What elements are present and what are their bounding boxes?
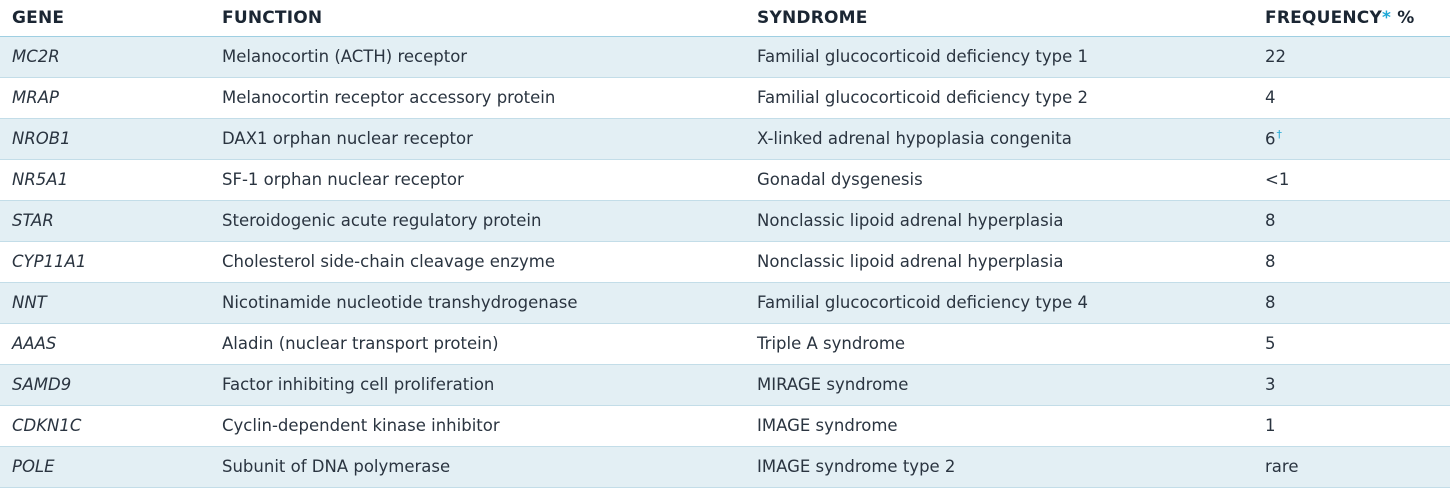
footnote-asterisk: * <box>1382 7 1392 28</box>
syndrome-cell: Familial glucocorticoid deficiency type … <box>745 77 1253 119</box>
header-frequency-label: FREQUENCY <box>1265 7 1382 28</box>
frequency-value: 8 <box>1265 252 1276 271</box>
frequency-cell: 3 <box>1253 364 1450 406</box>
frequency-value: 5 <box>1265 334 1276 353</box>
header-gene: GENE <box>0 0 210 37</box>
gene-cell: MRAP <box>0 77 210 119</box>
frequency-value: <1 <box>1265 170 1290 189</box>
header-row: GENE FUNCTION SYNDROME FREQUENCY* % <box>0 0 1450 37</box>
function-cell: DAX1 orphan nuclear receptor <box>210 118 745 160</box>
frequency-value: rare <box>1265 457 1299 476</box>
header-function: FUNCTION <box>210 0 745 37</box>
function-cell: Factor inhibiting cell proliferation <box>210 364 745 406</box>
frequency-value: 6 <box>1265 129 1276 149</box>
function-cell: Aladin (nuclear transport protein) <box>210 323 745 365</box>
function-cell: Melanocortin (ACTH) receptor <box>210 36 745 78</box>
frequency-value: 4 <box>1265 88 1276 107</box>
syndrome-cell: IMAGE syndrome <box>745 405 1253 447</box>
frequency-cell: 5 <box>1253 323 1450 365</box>
frequency-value: 8 <box>1265 211 1276 230</box>
table-row: STAR Steroidogenic acute regulatory prote… <box>0 200 1450 242</box>
table-row: NNT Nicotinamide nucleotide transhydrogen… <box>0 282 1450 324</box>
table-row: NROB1 DAX1 orphan nuclear receptor X-linke… <box>0 118 1450 160</box>
frequency-cell: <1 <box>1253 159 1450 201</box>
function-cell: Steroidogenic acute regulatory protein <box>210 200 745 242</box>
gene-cell: CDKN1C <box>0 405 210 447</box>
function-cell: Cyclin-dependent kinase inhibitor <box>210 405 745 447</box>
frequency-value: 3 <box>1265 375 1276 394</box>
gene-cell: MC2R <box>0 36 210 78</box>
frequency-value: 8 <box>1265 293 1276 312</box>
table-row: MRAP Melanocortin receptor accessory prot… <box>0 77 1450 119</box>
table-row: AAAS Aladin (nuclear transport protein) Tr… <box>0 323 1450 365</box>
frequency-cell: 8 <box>1253 200 1450 242</box>
gene-cell: POLE <box>0 446 210 488</box>
table-row: CDKN1C Cyclin-dependent kinase inhibitor I… <box>0 405 1450 447</box>
syndrome-cell: MIRAGE syndrome <box>745 364 1253 406</box>
header-syndrome: SYNDROME <box>745 0 1253 37</box>
table-row: CYP11A1 Cholesterol side-chain cleavage e… <box>0 241 1450 283</box>
header-frequency-unit: % <box>1391 7 1415 28</box>
frequency-cell: 4 <box>1253 77 1450 119</box>
frequency-value: 22 <box>1265 47 1286 66</box>
function-cell: Nicotinamide nucleotide transhydrogenase <box>210 282 745 324</box>
function-cell: Cholesterol side-chain cleavage enzyme <box>210 241 745 283</box>
table-header: GENE FUNCTION SYNDROME FREQUENCY* % <box>0 0 1450 37</box>
syndrome-cell: Gonadal dysgenesis <box>745 159 1253 201</box>
function-cell: Subunit of DNA polymerase <box>210 446 745 488</box>
gene-cell: NR5A1 <box>0 159 210 201</box>
function-cell: SF-1 orphan nuclear receptor <box>210 159 745 201</box>
syndrome-cell: Nonclassic lipoid adrenal hyperplasia <box>745 200 1253 242</box>
syndrome-cell: Familial glucocorticoid deficiency type … <box>745 36 1253 78</box>
function-cell: Melanocortin receptor accessory protein <box>210 77 745 119</box>
syndrome-cell: Nonclassic lipoid adrenal hyperplasia <box>745 241 1253 283</box>
table-row: SAMD9 Factor inhibiting cell proliferatio… <box>0 364 1450 406</box>
table-row: POLE Subunit of DNA polymerase IMAGE syndr… <box>0 446 1450 488</box>
syndrome-cell: Familial glucocorticoid deficiency type … <box>745 282 1253 324</box>
frequency-cell: 8 <box>1253 241 1450 283</box>
gene-cell: STAR <box>0 200 210 242</box>
syndrome-cell: IMAGE syndrome type 2 <box>745 446 1253 488</box>
table-body: MC2R Melanocortin (ACTH) receptor Familial… <box>0 36 1450 488</box>
frequency-cell: 6† <box>1253 118 1450 160</box>
frequency-value: 1 <box>1265 416 1276 435</box>
gene-cell: CYP11A1 <box>0 241 210 283</box>
syndrome-cell: X-linked adrenal hypoplasia congenita <box>745 118 1253 160</box>
gene-cell: NNT <box>0 282 210 324</box>
frequency-cell: rare <box>1253 446 1450 488</box>
header-frequency: FREQUENCY* % <box>1253 0 1450 37</box>
syndrome-cell: Triple A syndrome <box>745 323 1253 365</box>
frequency-cell: 1 <box>1253 405 1450 447</box>
gene-cell: AAAS <box>0 323 210 365</box>
table-row: NR5A1 SF-1 orphan nuclear receptor Gonadal… <box>0 159 1450 201</box>
frequency-cell: 8 <box>1253 282 1450 324</box>
gene-cell: NROB1 <box>0 118 210 160</box>
frequency-cell: 22 <box>1253 36 1450 78</box>
gene-cell: SAMD9 <box>0 364 210 406</box>
table-row: MC2R Melanocortin (ACTH) receptor Familial… <box>0 36 1450 78</box>
footnote-dagger: † <box>1276 128 1283 142</box>
